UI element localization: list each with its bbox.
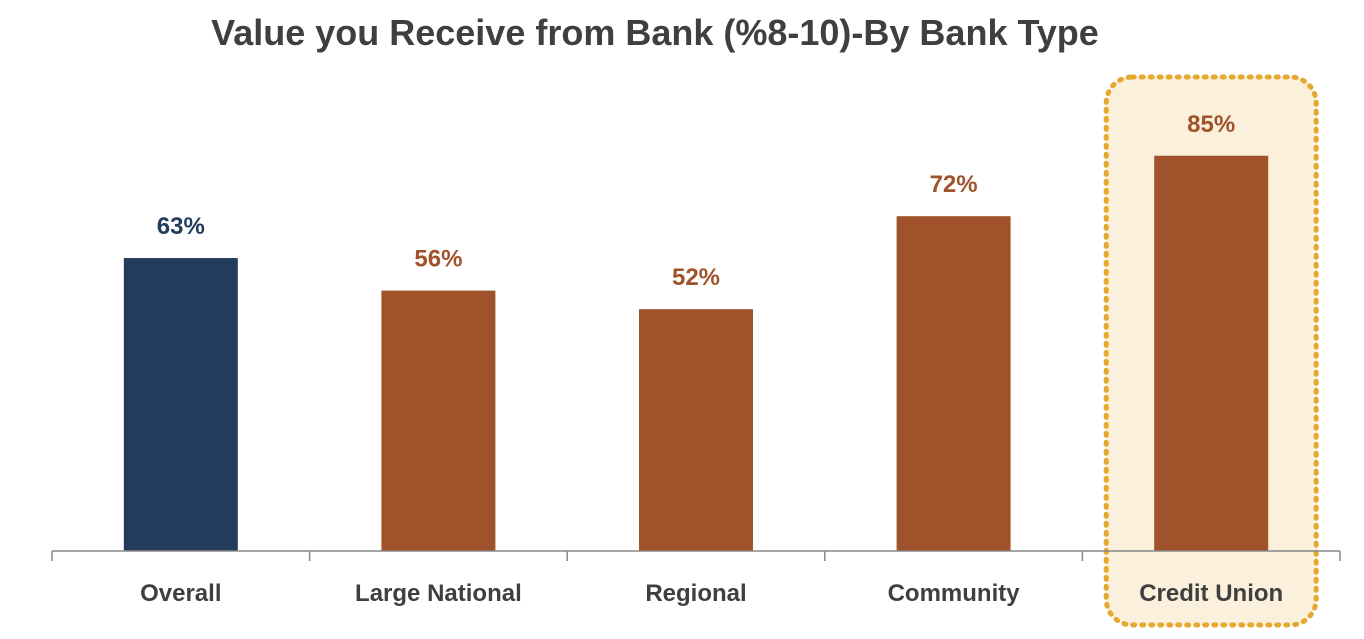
bar-overall [123, 258, 238, 551]
category-label-overall: Overall [140, 580, 221, 607]
bar-community [896, 216, 1011, 551]
category-label-community: Community [888, 580, 1021, 607]
bar-credit-union [1154, 155, 1269, 551]
axis-layer [51, 550, 1341, 561]
value-label-community: 72% [930, 171, 978, 198]
value-label-credit-union: 85% [1187, 111, 1235, 138]
bar-large-national [381, 290, 496, 551]
category-label-large-national: Large National [355, 580, 522, 607]
bars-layer [123, 155, 1269, 551]
labels-layer: 63% Overall 56% Large National 52% Regional 72… [140, 111, 1283, 607]
bar-regional [639, 309, 753, 551]
value-label-regional: 52% [672, 264, 720, 291]
value-label-large-national: 56% [414, 246, 462, 273]
category-label-regional: Regional [645, 580, 746, 607]
chart-title: Value you Receive from Bank (%8-10)-By B… [211, 12, 1099, 53]
value-label-overall: 63% [157, 213, 205, 240]
category-label-credit-union: Credit Union [1139, 580, 1283, 607]
